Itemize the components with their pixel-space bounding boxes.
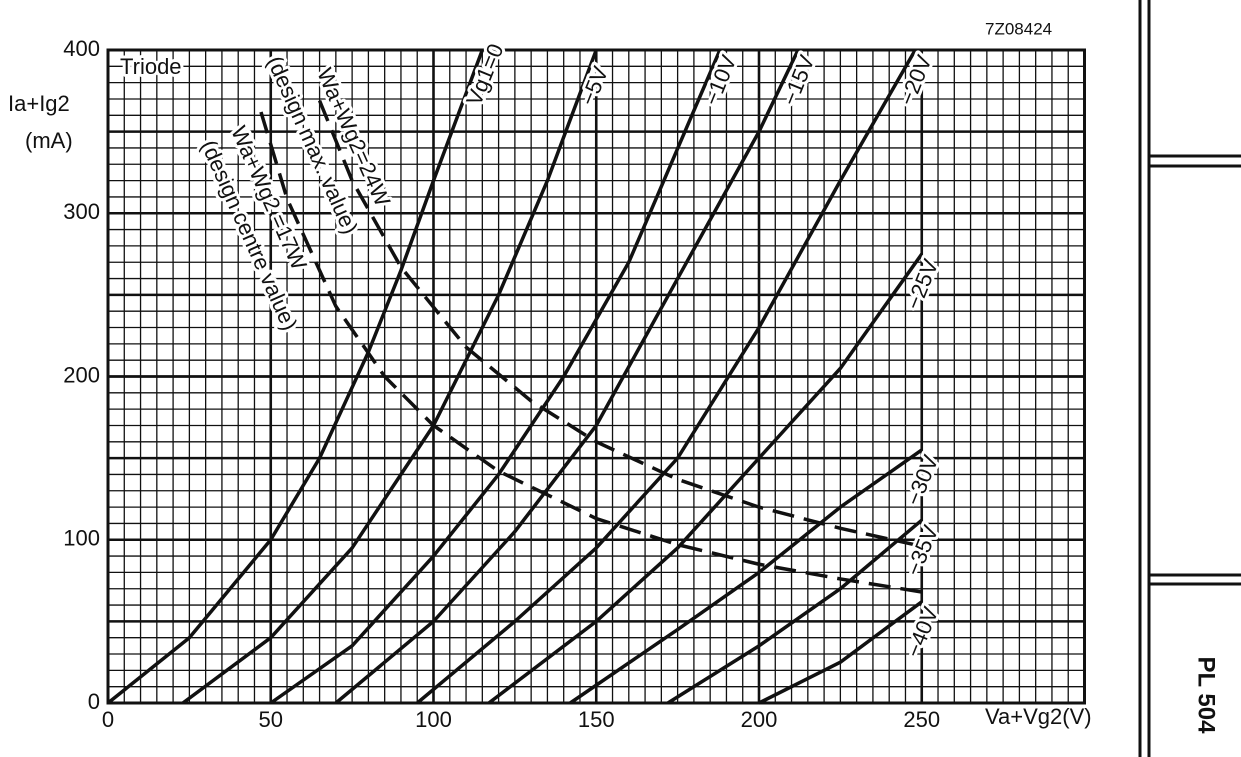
characteristic-curve	[758, 600, 923, 705]
y-axis-unit: (mA)	[25, 128, 73, 153]
grid	[106, 48, 1086, 705]
y-tick-label: 300	[63, 199, 100, 224]
side-frame	[1138, 0, 1241, 757]
characteristic-curve	[487, 253, 924, 705]
y-tick-label: 200	[63, 362, 100, 387]
x-tick-label: 250	[903, 707, 940, 732]
characteristic-curve	[334, 49, 800, 705]
y-tick-label: 400	[63, 36, 100, 61]
y-axis-label: Ia+Ig2	[8, 91, 70, 116]
characteristic-curve	[569, 448, 923, 705]
characteristic-curve	[269, 49, 722, 705]
dissipation-curve	[317, 99, 923, 548]
x-tick-label: 0	[102, 707, 114, 732]
side-label: PL 504	[1193, 657, 1220, 735]
characteristic-curve	[106, 49, 484, 705]
x-axis-label: Va+Vg2(V)	[985, 704, 1092, 729]
figure-code: 7Z08424	[985, 19, 1052, 38]
y-tick-label: 0	[88, 689, 100, 714]
x-tick-label: 150	[578, 707, 615, 732]
x-tick-label: 100	[415, 707, 452, 732]
y-tick-label: 100	[63, 526, 100, 551]
curves	[106, 49, 924, 705]
characteristic-curve	[416, 49, 917, 705]
x-tick-label: 200	[741, 707, 778, 732]
characteristic-curve	[666, 518, 923, 705]
x-tick-label: 50	[259, 707, 283, 732]
chart-title: Triode	[120, 54, 182, 79]
dissipation-curve	[259, 111, 923, 594]
